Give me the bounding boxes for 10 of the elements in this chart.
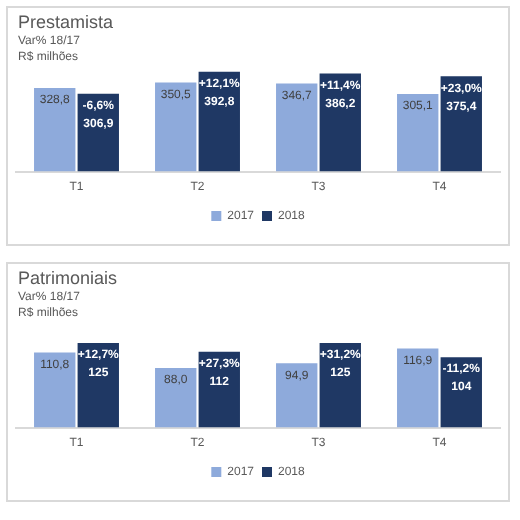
chart-title: Patrimoniais: [18, 268, 118, 288]
bar: [155, 82, 197, 172]
bar: [397, 94, 439, 172]
bar: [276, 363, 318, 428]
bar: [276, 83, 318, 172]
bar: [397, 348, 439, 428]
bar: [34, 88, 76, 172]
bar: [155, 368, 197, 428]
chart-title: Prestamista: [18, 12, 114, 32]
bar: [34, 352, 76, 428]
